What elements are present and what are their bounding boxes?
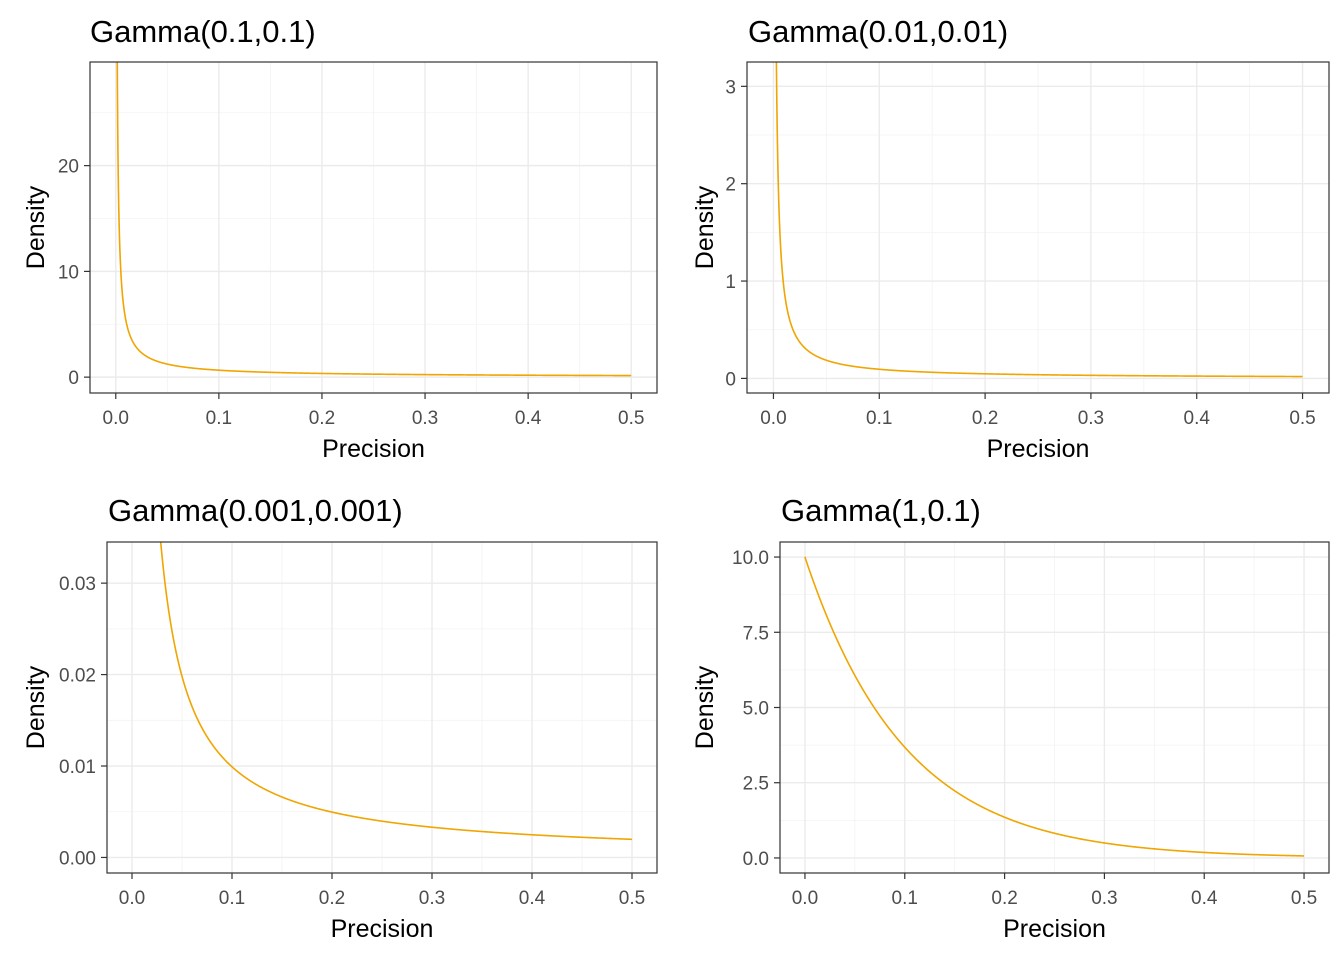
x-axis-label: Precision <box>1003 915 1106 943</box>
x-axis-label: Precision <box>322 435 425 463</box>
x-tick-label: 0.1 <box>206 408 232 429</box>
y-axis-label: Density <box>22 185 50 269</box>
x-tick-label: 0.2 <box>991 888 1017 909</box>
y-tick-label: 10 <box>58 262 79 283</box>
x-tick-label: 0.3 <box>1091 888 1117 909</box>
panel-2: 0.0 0.1 0.2 0.3 0.4 0.5 0 1 2 3 Gamma(0.01,0.01) Pr… <box>691 14 1330 463</box>
panel-title: Gamma(0.001,0.001) <box>108 493 403 528</box>
panel-4: 0.0 0.1 0.2 0.3 0.4 0.5 0.0 2.5 5.0 7.5 10.0 Gamma(… <box>691 493 1330 943</box>
panel-border <box>106 541 658 874</box>
y-tick-label: 0.0 <box>743 849 769 870</box>
x-tick-label: 0.1 <box>892 888 918 909</box>
y-tick-label: 7.5 <box>743 623 769 644</box>
density-curve <box>116 62 632 377</box>
x-tick-label: 0.0 <box>792 888 818 909</box>
x-tick-label: 0.0 <box>103 408 129 429</box>
y-tick-label: 3 <box>725 77 736 98</box>
y-tick-label: 0.03 <box>59 574 96 595</box>
panel-border <box>89 61 658 394</box>
y-tick-label: 0 <box>725 369 736 390</box>
y-tick-label: 2.5 <box>743 774 769 795</box>
y-axis-label: Density <box>22 665 50 749</box>
y-axis-label: Density <box>691 665 719 749</box>
x-tick-label: 0.2 <box>972 408 998 429</box>
x-tick-label: 0.4 <box>519 888 546 909</box>
y-tick-label: 2 <box>725 175 736 196</box>
y-tick-label: 1 <box>725 272 736 293</box>
x-tick-label: 0.1 <box>219 888 245 909</box>
density-curve <box>804 556 1305 857</box>
x-tick-label: 0.2 <box>309 408 335 429</box>
panel-1: 0.0 0.1 0.2 0.3 0.4 0.5 0 10 20 Gamma(0.1,0.1) Pre… <box>22 14 658 463</box>
panel-title: Gamma(0.1,0.1) <box>90 14 316 49</box>
panel-title: Gamma(1,0.1) <box>781 493 981 528</box>
density-curve <box>159 542 633 841</box>
x-tick-label: 0.1 <box>866 408 892 429</box>
x-tick-label: 0.4 <box>515 408 542 429</box>
y-tick-label: 5.0 <box>743 699 769 720</box>
y-tick-label: 0.01 <box>59 757 96 778</box>
x-tick-label: 0.5 <box>618 408 644 429</box>
grid <box>90 62 657 393</box>
y-tick-label: 0.00 <box>59 848 96 869</box>
x-tick-label: 0.3 <box>419 888 445 909</box>
grid <box>747 62 1329 393</box>
x-tick-label: 0.5 <box>619 888 645 909</box>
y-tick-label: 20 <box>58 157 79 178</box>
x-tick-label: 0.0 <box>119 888 145 909</box>
y-tick-label: 0.02 <box>59 666 96 687</box>
x-tick-label: 0.3 <box>1078 408 1104 429</box>
density-curve <box>775 62 1303 378</box>
x-tick-label: 0.4 <box>1184 408 1211 429</box>
y-axis-label: Density <box>691 185 719 269</box>
x-tick-label: 0.0 <box>760 408 786 429</box>
grid <box>107 542 657 873</box>
y-tick-label: 10.0 <box>732 548 769 569</box>
panel-title: Gamma(0.01,0.01) <box>748 14 1008 49</box>
y-tick-label: 0 <box>68 368 79 389</box>
x-axis-label: Precision <box>987 435 1090 463</box>
x-tick-label: 0.3 <box>412 408 438 429</box>
x-tick-label: 0.5 <box>1291 888 1317 909</box>
x-tick-label: 0.5 <box>1289 408 1315 429</box>
grid <box>780 542 1329 873</box>
x-axis-label: Precision <box>331 915 434 943</box>
x-tick-label: 0.2 <box>319 888 345 909</box>
x-tick-label: 0.4 <box>1191 888 1218 909</box>
panel-border <box>746 61 1330 394</box>
panel-3: 0.0 0.1 0.2 0.3 0.4 0.5 0.00 0.01 0.02 0.03 Gamma(… <box>22 493 658 943</box>
